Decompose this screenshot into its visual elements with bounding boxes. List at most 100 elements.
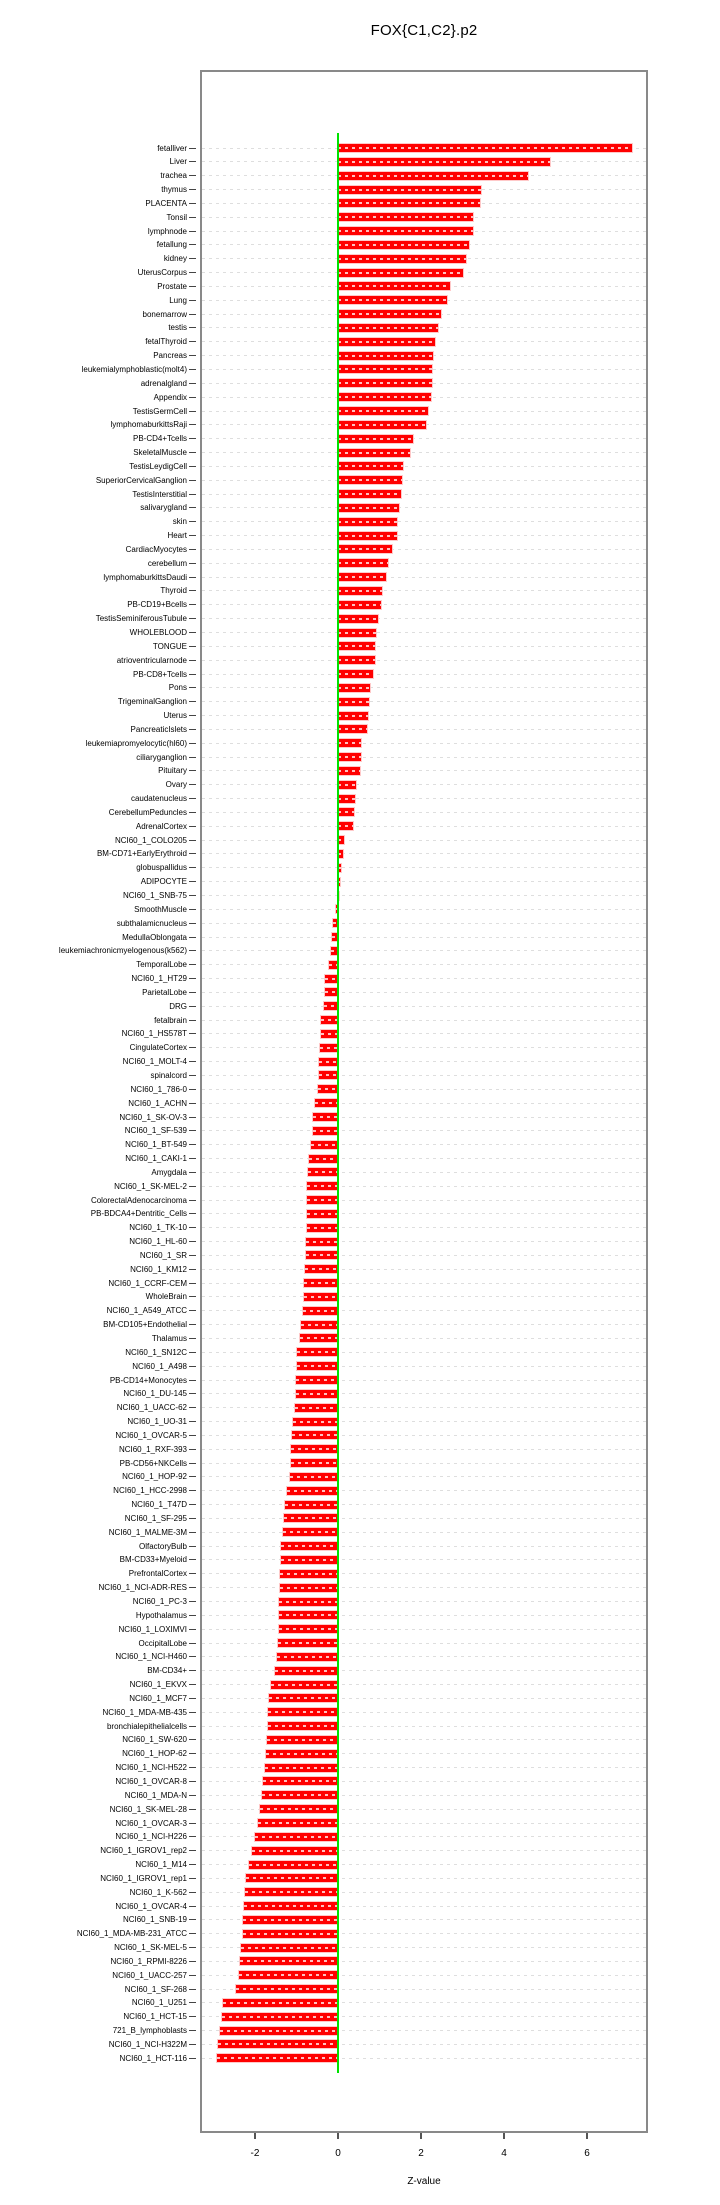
category-label: NCI60_1_CCRF-CEM bbox=[108, 1278, 187, 1288]
category-label: Pons bbox=[168, 683, 187, 693]
bar bbox=[318, 1071, 339, 1080]
row-tick bbox=[189, 1545, 196, 1547]
bar bbox=[338, 268, 463, 277]
bar bbox=[235, 1985, 339, 1994]
bar bbox=[296, 1348, 339, 1357]
category-label: lymphomaburkittsRaji bbox=[110, 420, 187, 430]
bar bbox=[306, 1223, 339, 1232]
row-gridline bbox=[202, 659, 646, 661]
row-tick bbox=[189, 1005, 196, 1007]
category-label: ParietalLobe bbox=[142, 987, 187, 997]
row-gridline bbox=[202, 1767, 646, 1769]
row-gridline bbox=[202, 1227, 646, 1229]
row-tick bbox=[189, 1116, 196, 1118]
row-gridline bbox=[202, 715, 646, 717]
row-tick bbox=[189, 1587, 196, 1589]
bar bbox=[338, 144, 632, 152]
row-gridline bbox=[202, 922, 646, 924]
bar bbox=[338, 517, 398, 526]
row-tick bbox=[189, 1213, 196, 1215]
row-tick bbox=[189, 396, 196, 398]
category-label: PLACENTA bbox=[145, 198, 187, 208]
category-label: BM-CD105+Endothelial bbox=[103, 1320, 187, 1330]
row-gridline bbox=[202, 1504, 646, 1506]
category-label: Lung bbox=[169, 295, 187, 305]
row-gridline bbox=[202, 908, 646, 910]
category-label: globuspallidus bbox=[136, 863, 187, 873]
category-label: NCI60_1_NCI-H522 bbox=[115, 1763, 187, 1773]
row-gridline bbox=[202, 1448, 646, 1450]
row-gridline bbox=[202, 1836, 646, 1838]
bar bbox=[279, 1583, 339, 1592]
bar bbox=[338, 310, 441, 319]
row-gridline bbox=[202, 1545, 646, 1547]
category-label: Pancreas bbox=[153, 351, 187, 361]
category-label: WholeBrain bbox=[145, 1292, 187, 1302]
bar bbox=[245, 1888, 338, 1897]
category-label: Ovary bbox=[165, 780, 187, 790]
row-tick bbox=[189, 1448, 196, 1450]
category-label: BM-CD71+EarlyErythroid bbox=[96, 849, 187, 859]
row-gridline bbox=[202, 1905, 646, 1907]
category-label: UterusCorpus bbox=[137, 268, 187, 278]
row-gridline bbox=[202, 1656, 646, 1658]
row-tick bbox=[189, 2016, 196, 2018]
bar bbox=[221, 2012, 339, 2021]
row-gridline bbox=[202, 1933, 646, 1935]
row-tick bbox=[189, 1697, 196, 1699]
row-tick bbox=[189, 1711, 196, 1713]
category-label: NCI60_1_RPMI-8226 bbox=[110, 1956, 187, 1966]
row-tick bbox=[189, 562, 196, 564]
row-gridline bbox=[202, 978, 646, 980]
category-label: PrefrontalCortex bbox=[128, 1569, 187, 1579]
bar bbox=[312, 1126, 339, 1135]
row-tick bbox=[189, 1158, 196, 1160]
row-gridline bbox=[202, 728, 646, 730]
bar bbox=[240, 1943, 339, 1952]
row-tick bbox=[189, 2057, 196, 2059]
bar bbox=[338, 863, 342, 872]
row-tick bbox=[189, 881, 196, 883]
row-gridline bbox=[202, 452, 646, 454]
row-tick bbox=[189, 272, 196, 274]
row-tick bbox=[189, 798, 196, 800]
row-gridline bbox=[202, 1421, 646, 1423]
category-label: NCI60_1_A549_ATCC bbox=[106, 1306, 187, 1316]
category-label: 721_B_lymphoblasts bbox=[112, 2026, 187, 2036]
x-axis-tick-label: 2 bbox=[418, 2148, 424, 2159]
row-gridline bbox=[202, 895, 646, 897]
category-label: ADIPOCYTE bbox=[140, 877, 187, 887]
bar bbox=[338, 296, 448, 305]
bar bbox=[338, 711, 368, 720]
category-label: NCI60_1_BT-549 bbox=[125, 1140, 187, 1150]
row-tick bbox=[189, 701, 196, 703]
row-gridline bbox=[202, 950, 646, 952]
row-gridline bbox=[202, 548, 646, 550]
category-label: NCI60_1_786-0 bbox=[130, 1084, 187, 1094]
row-tick bbox=[189, 1130, 196, 1132]
row-gridline bbox=[202, 1393, 646, 1395]
row-tick bbox=[189, 1517, 196, 1519]
bar bbox=[217, 2040, 339, 2049]
category-label: TemporalLobe bbox=[136, 960, 187, 970]
bar bbox=[270, 1680, 339, 1689]
x-axis-label: Z-value bbox=[407, 2176, 441, 2187]
x-axis-tick-label: 4 bbox=[501, 2148, 507, 2159]
bar bbox=[338, 725, 367, 734]
bar bbox=[307, 1196, 338, 1205]
row-tick bbox=[189, 1476, 196, 1478]
category-label: Amygdala bbox=[151, 1167, 187, 1177]
category-label: PB-BDCA4+Dentritic_Cells bbox=[90, 1209, 187, 1219]
category-label: NCI60_1_IGROV1_rep2 bbox=[100, 1846, 187, 1856]
row-tick bbox=[189, 853, 196, 855]
row-tick bbox=[189, 825, 196, 827]
category-label: NCI60_1_OVCAR-8 bbox=[115, 1776, 187, 1786]
category-label: caudatenucleus bbox=[130, 794, 187, 804]
row-tick bbox=[189, 341, 196, 343]
category-label: NCI60_1_SW-620 bbox=[122, 1735, 187, 1745]
row-gridline bbox=[202, 1033, 646, 1035]
bar bbox=[338, 393, 431, 402]
bar bbox=[338, 171, 528, 180]
bar bbox=[338, 531, 397, 540]
row-gridline bbox=[202, 867, 646, 869]
